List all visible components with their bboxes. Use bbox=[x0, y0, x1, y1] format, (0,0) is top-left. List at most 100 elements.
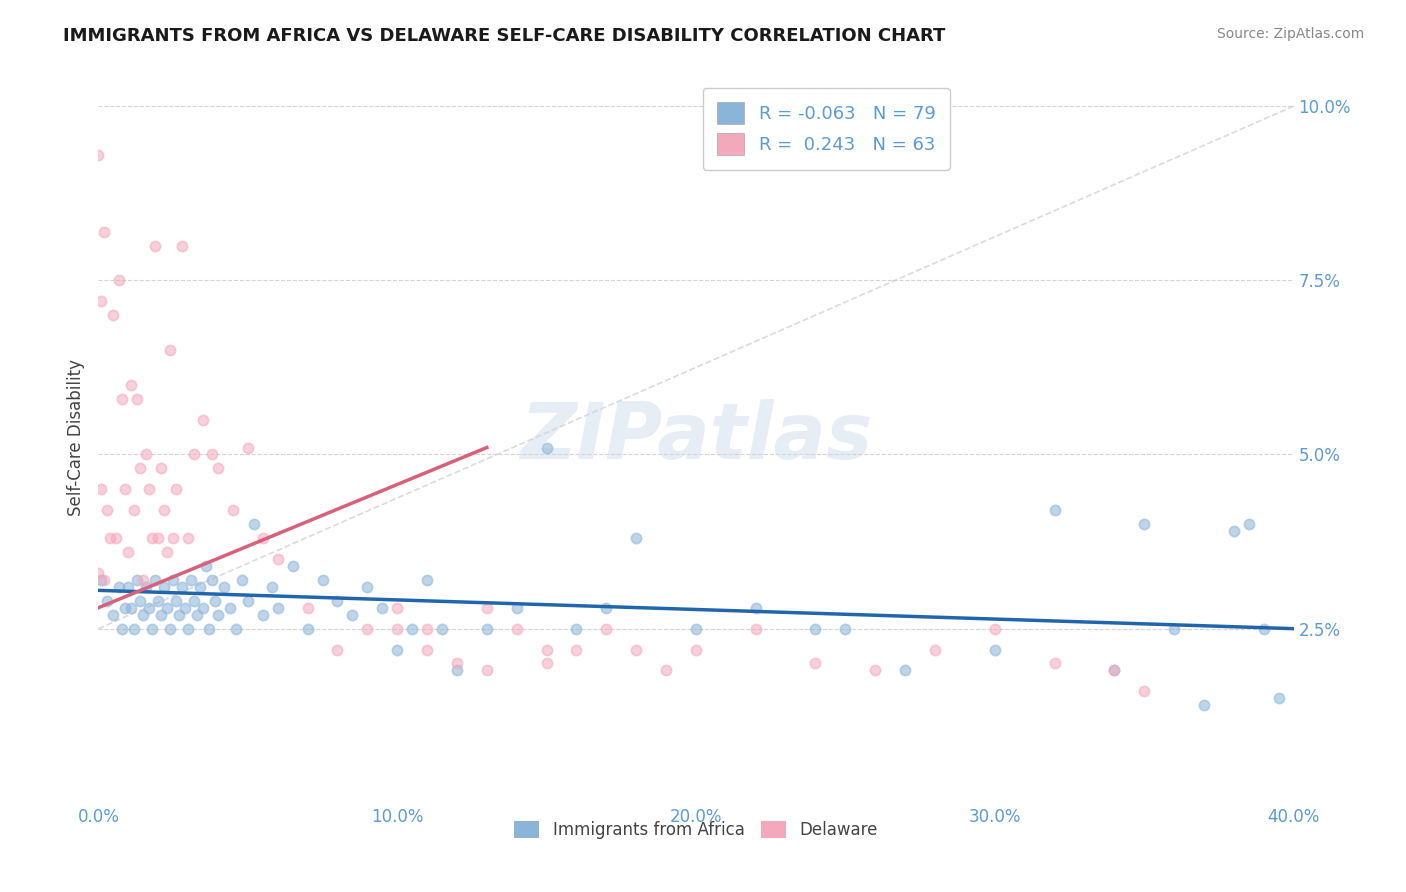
Point bbox=[212, 580, 235, 594]
Point bbox=[894, 664, 917, 678]
Point bbox=[1163, 622, 1185, 636]
Point bbox=[1133, 684, 1156, 698]
Point bbox=[143, 238, 166, 252]
Point bbox=[148, 531, 170, 545]
Point bbox=[536, 657, 558, 671]
Point bbox=[401, 622, 423, 636]
Point bbox=[114, 483, 136, 497]
Point bbox=[536, 642, 558, 657]
Point bbox=[1192, 698, 1215, 713]
Point bbox=[281, 558, 304, 573]
Point bbox=[172, 580, 194, 594]
Point bbox=[96, 503, 118, 517]
Point bbox=[90, 483, 112, 497]
Point bbox=[183, 594, 205, 608]
Point bbox=[165, 594, 187, 608]
Point bbox=[236, 594, 259, 608]
Point bbox=[207, 461, 229, 475]
Point bbox=[174, 600, 197, 615]
Point bbox=[1237, 517, 1260, 532]
Point bbox=[595, 600, 617, 615]
Point bbox=[124, 503, 146, 517]
Point bbox=[114, 600, 136, 615]
Point bbox=[252, 607, 274, 622]
Point bbox=[87, 148, 110, 162]
Point bbox=[219, 600, 242, 615]
Point bbox=[1133, 517, 1156, 532]
Point bbox=[1043, 503, 1066, 517]
Point bbox=[103, 607, 125, 622]
Point bbox=[416, 573, 439, 587]
Point bbox=[222, 503, 245, 517]
Point bbox=[834, 622, 856, 636]
Point bbox=[267, 600, 290, 615]
Point bbox=[98, 531, 122, 545]
Point bbox=[685, 622, 707, 636]
Point bbox=[342, 607, 364, 622]
Point bbox=[231, 573, 253, 587]
Point bbox=[108, 273, 131, 287]
Text: Source: ZipAtlas.com: Source: ZipAtlas.com bbox=[1216, 27, 1364, 41]
Legend: Immigrants from Africa, Delaware: Immigrants from Africa, Delaware bbox=[508, 814, 884, 846]
Point bbox=[90, 573, 112, 587]
Point bbox=[111, 622, 134, 636]
Point bbox=[93, 225, 115, 239]
Point bbox=[311, 573, 333, 587]
Point bbox=[506, 600, 529, 615]
Point bbox=[87, 566, 110, 580]
Point bbox=[416, 642, 439, 657]
Point bbox=[1253, 622, 1275, 636]
Point bbox=[138, 600, 160, 615]
Point bbox=[150, 461, 173, 475]
Point bbox=[984, 642, 1007, 657]
Point bbox=[506, 622, 529, 636]
Text: IMMIGRANTS FROM AFRICA VS DELAWARE SELF-CARE DISABILITY CORRELATION CHART: IMMIGRANTS FROM AFRICA VS DELAWARE SELF-… bbox=[63, 27, 946, 45]
Point bbox=[124, 622, 146, 636]
Point bbox=[984, 622, 1007, 636]
Point bbox=[117, 580, 139, 594]
Point bbox=[1104, 664, 1126, 678]
Point bbox=[180, 573, 202, 587]
Point bbox=[167, 607, 190, 622]
Point bbox=[183, 448, 205, 462]
Point bbox=[153, 580, 176, 594]
Point bbox=[132, 607, 155, 622]
Point bbox=[120, 377, 142, 392]
Point bbox=[297, 600, 319, 615]
Point bbox=[103, 308, 125, 322]
Point bbox=[626, 531, 648, 545]
Point bbox=[385, 600, 409, 615]
Point bbox=[1267, 691, 1289, 706]
Point bbox=[148, 594, 170, 608]
Point bbox=[745, 600, 768, 615]
Point bbox=[172, 238, 194, 252]
Point bbox=[162, 531, 184, 545]
Point bbox=[165, 483, 187, 497]
Point bbox=[326, 642, 349, 657]
Point bbox=[141, 531, 163, 545]
Point bbox=[865, 664, 887, 678]
Point bbox=[595, 622, 617, 636]
Point bbox=[297, 622, 319, 636]
Point bbox=[153, 503, 176, 517]
Point bbox=[159, 343, 181, 357]
Point bbox=[565, 642, 588, 657]
Point bbox=[90, 294, 112, 309]
Point bbox=[804, 657, 827, 671]
Point bbox=[96, 594, 118, 608]
Point bbox=[135, 448, 157, 462]
Point bbox=[141, 622, 163, 636]
Text: ZIPatlas: ZIPatlas bbox=[520, 399, 872, 475]
Point bbox=[111, 392, 134, 406]
Point bbox=[135, 580, 157, 594]
Point bbox=[191, 412, 214, 426]
Point bbox=[186, 607, 208, 622]
Point bbox=[685, 642, 707, 657]
Point bbox=[198, 622, 221, 636]
Point bbox=[267, 552, 290, 566]
Point bbox=[132, 573, 155, 587]
Point bbox=[143, 573, 166, 587]
Point bbox=[120, 600, 142, 615]
Point bbox=[117, 545, 139, 559]
Point bbox=[924, 642, 946, 657]
